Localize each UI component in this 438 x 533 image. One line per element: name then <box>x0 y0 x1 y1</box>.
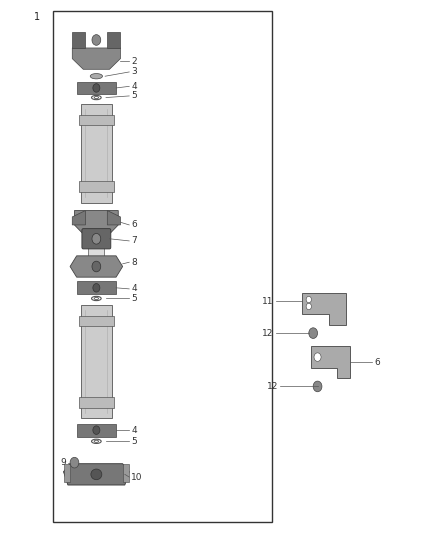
Bar <box>79 316 114 326</box>
Text: 5: 5 <box>131 437 137 446</box>
Text: 9: 9 <box>60 458 66 467</box>
Ellipse shape <box>90 74 102 79</box>
Polygon shape <box>77 281 116 294</box>
Polygon shape <box>77 82 116 94</box>
Text: 8: 8 <box>131 258 137 266</box>
Text: 12: 12 <box>262 329 274 337</box>
Circle shape <box>92 233 101 244</box>
Circle shape <box>92 261 101 272</box>
FancyBboxPatch shape <box>82 229 111 249</box>
Ellipse shape <box>91 469 102 480</box>
Text: 6: 6 <box>131 221 137 229</box>
Polygon shape <box>107 32 120 48</box>
Polygon shape <box>74 211 118 234</box>
Polygon shape <box>64 464 70 482</box>
Bar <box>81 104 112 203</box>
Circle shape <box>314 353 321 361</box>
Polygon shape <box>123 464 129 482</box>
Bar <box>79 397 114 408</box>
Text: 7: 7 <box>131 237 137 245</box>
Circle shape <box>70 457 79 468</box>
Circle shape <box>313 381 322 392</box>
Polygon shape <box>311 346 350 378</box>
Text: 4: 4 <box>131 82 137 91</box>
Bar <box>81 305 112 418</box>
Text: 5: 5 <box>131 294 137 303</box>
Text: 6: 6 <box>374 358 380 367</box>
Bar <box>53 11 272 522</box>
Text: 4: 4 <box>131 426 137 434</box>
Text: 1: 1 <box>34 12 40 22</box>
Bar <box>79 181 114 192</box>
Circle shape <box>93 284 100 292</box>
Bar <box>79 115 114 125</box>
Text: 5: 5 <box>131 92 137 100</box>
Text: 2: 2 <box>131 57 137 66</box>
Polygon shape <box>70 256 123 277</box>
Polygon shape <box>72 211 85 225</box>
Bar <box>88 247 104 261</box>
Polygon shape <box>72 48 120 69</box>
Circle shape <box>92 35 101 45</box>
Circle shape <box>309 328 318 338</box>
Polygon shape <box>72 32 85 48</box>
Circle shape <box>93 426 100 434</box>
Polygon shape <box>77 424 116 437</box>
Text: 10: 10 <box>131 473 143 481</box>
Polygon shape <box>302 293 346 325</box>
Polygon shape <box>64 464 129 485</box>
Polygon shape <box>107 211 120 225</box>
Circle shape <box>306 303 311 310</box>
Circle shape <box>306 296 311 303</box>
Text: 12: 12 <box>267 382 278 391</box>
Text: 11: 11 <box>262 297 274 305</box>
Text: 3: 3 <box>131 68 137 76</box>
Circle shape <box>93 84 100 92</box>
Text: 4: 4 <box>131 285 137 293</box>
